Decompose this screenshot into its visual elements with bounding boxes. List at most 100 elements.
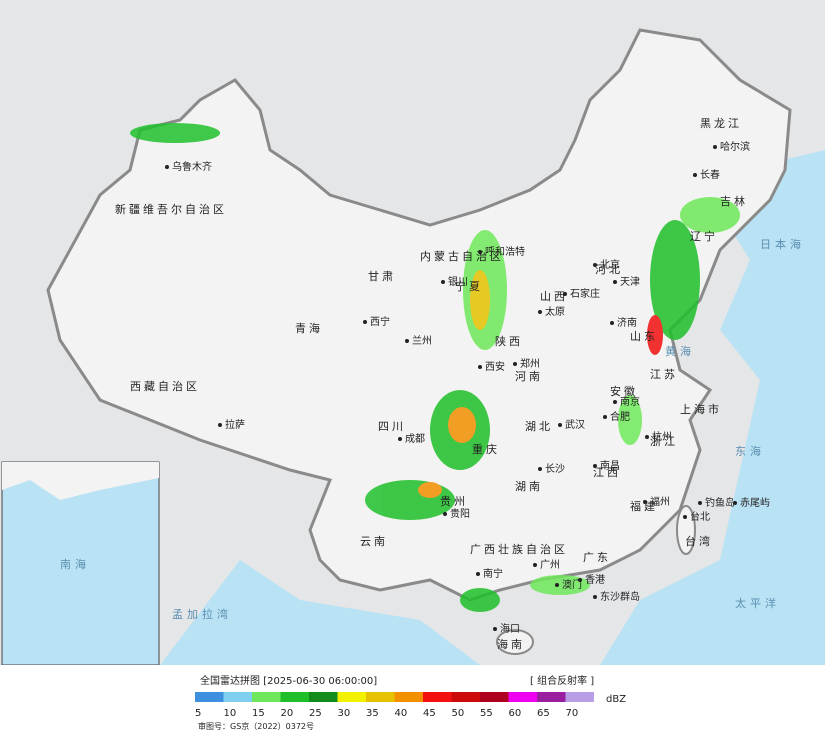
legend-swatch <box>280 692 309 702</box>
legend-swatch <box>337 692 366 702</box>
legend-tick: 25 <box>309 708 322 719</box>
sea-label: 日本海 <box>760 237 805 251</box>
province-label: 宁夏 <box>455 279 483 293</box>
city-label: 北京 <box>600 258 620 271</box>
city-label: 拉萨 <box>225 418 245 431</box>
city-dot <box>713 145 717 149</box>
city-dot <box>698 501 702 505</box>
hainan-island <box>496 629 534 655</box>
city-dot <box>443 512 447 516</box>
city-label: 银川 <box>448 275 468 288</box>
province-label: 湖北 <box>525 420 553 433</box>
province-label: 浙江 <box>650 435 678 448</box>
city-label: 郑州 <box>520 357 540 370</box>
legend-tick: 15 <box>252 708 265 719</box>
city-dot <box>693 173 697 177</box>
city-label: 西宁 <box>370 315 390 328</box>
city-label: 哈尔滨 <box>720 140 750 153</box>
city-dot <box>610 321 614 325</box>
city-label: 赤尾屿 <box>740 497 770 509</box>
city-dot <box>513 362 517 366</box>
province-label: 河南 <box>515 370 543 383</box>
city-dot <box>683 515 687 519</box>
legend-swatch <box>309 692 338 702</box>
legend-tick: 35 <box>366 708 379 719</box>
city-dot <box>478 365 482 369</box>
city-dot <box>218 423 222 427</box>
legend-tick: 60 <box>509 708 522 719</box>
sea-label: 东海 <box>735 444 765 458</box>
legend-tick: 10 <box>224 708 237 719</box>
province-label: 台湾 <box>685 534 713 548</box>
province-label: 新疆维吾尔自治区 <box>115 202 227 216</box>
city-dot <box>733 501 737 505</box>
city-label: 长沙 <box>545 463 565 475</box>
legend-swatch <box>451 692 480 702</box>
product-name: [ 组合反射率 ] <box>530 674 594 687</box>
approval-number: 审图号：GS京（2022）0372号 <box>198 721 314 731</box>
city-dot <box>538 310 542 314</box>
city-label: 成都 <box>405 433 425 445</box>
legend-unit: dBZ <box>606 694 626 705</box>
city-dot <box>593 263 597 267</box>
city-label: 武汉 <box>565 418 585 431</box>
province-label: 山西 <box>540 290 568 303</box>
city-label: 合肥 <box>610 410 630 423</box>
legend-swatch <box>252 692 281 702</box>
province-label: 上海市 <box>680 402 722 416</box>
city-label: 石家庄 <box>570 287 600 300</box>
city-label: 香港 <box>585 574 605 586</box>
province-label: 海南 <box>497 637 525 651</box>
legend-tick: 20 <box>281 708 294 719</box>
city-label: 西安 <box>485 360 505 373</box>
city-label: 海口 <box>500 622 520 635</box>
city-label: 天津 <box>620 276 640 288</box>
province-label: 广东 <box>583 551 611 564</box>
province-label: 山东 <box>630 330 658 343</box>
city-dot <box>555 583 559 587</box>
echo <box>460 588 500 612</box>
city-dot <box>563 292 567 296</box>
city-label: 南昌 <box>600 459 620 472</box>
city-dot <box>613 280 617 284</box>
city-dot <box>593 464 597 468</box>
city-label: 澳门 <box>562 578 582 591</box>
province-label: 江苏 <box>650 368 678 381</box>
legend-tick: 50 <box>452 708 465 719</box>
city-label: 东沙群岛 <box>600 590 640 603</box>
legend-swatch <box>366 692 395 702</box>
city-dot <box>493 627 497 631</box>
sea-label: 南海 <box>60 557 90 571</box>
legend-tick: 55 <box>480 708 493 719</box>
city-label: 贵阳 <box>450 507 470 520</box>
legend-tick: 30 <box>338 708 351 719</box>
province-label: 福建 <box>630 499 658 513</box>
city-dot <box>478 250 482 254</box>
city-dot <box>603 415 607 419</box>
city-dot <box>363 320 367 324</box>
city-dot <box>165 165 169 169</box>
city-label: 南京 <box>620 395 640 408</box>
province-label: 陕西 <box>495 334 523 348</box>
province-label: 青海 <box>295 321 323 335</box>
legend-swatch <box>480 692 509 702</box>
province-label: 广西壮族自治区 <box>470 542 568 556</box>
city-label: 福州 <box>650 495 670 508</box>
city-label: 乌鲁木齐 <box>172 160 212 173</box>
echo <box>618 395 642 445</box>
inset-land <box>2 462 159 500</box>
city-dot <box>593 595 597 599</box>
province-label: 云南 <box>360 535 388 548</box>
radar-echoes <box>130 123 740 612</box>
footer-title: 全国雷达拼图 [2025-06-30 06:00:00] <box>200 674 377 687</box>
legend-swatch <box>423 692 452 702</box>
echo <box>650 220 700 340</box>
city-dot <box>398 437 402 441</box>
echo <box>448 407 476 443</box>
city-dot <box>578 578 582 582</box>
province-label: 安徽 <box>610 384 638 398</box>
city-dot <box>538 467 542 471</box>
province-label: 贵州 <box>440 495 468 508</box>
legend-tick: 40 <box>395 708 408 719</box>
